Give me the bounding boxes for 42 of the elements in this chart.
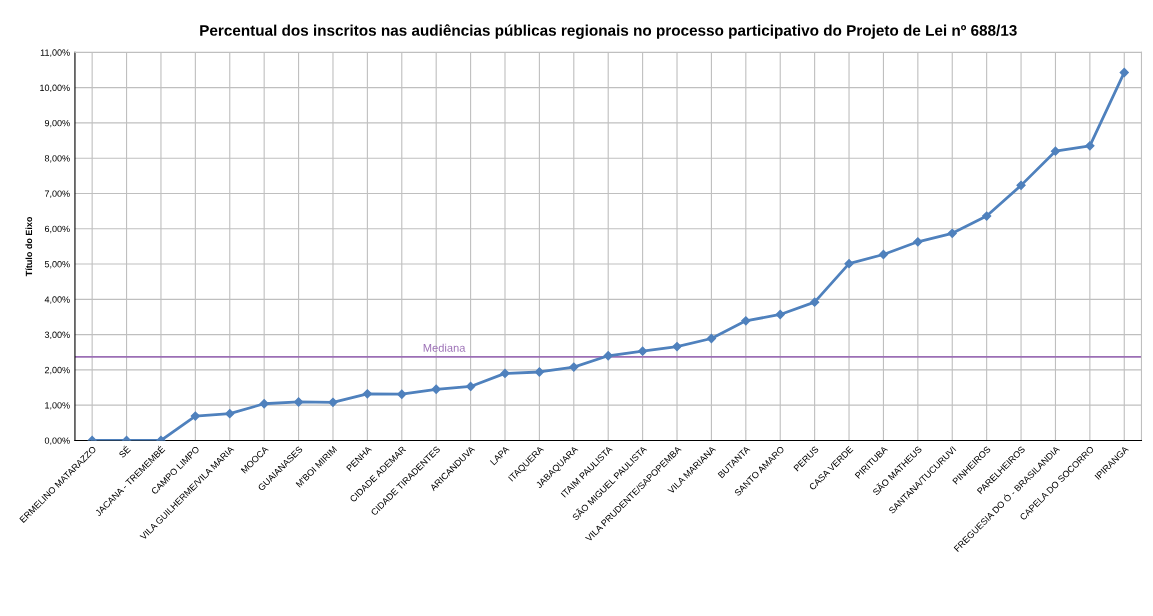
y-tick-label: 10,00% xyxy=(40,84,70,93)
point xyxy=(706,333,717,344)
point xyxy=(500,368,510,379)
y-axis-title: Título do Eixo xyxy=(25,216,33,277)
y-tick-label: 6,00% xyxy=(44,225,70,234)
point xyxy=(362,389,373,399)
point xyxy=(225,409,235,419)
point xyxy=(465,381,476,392)
point xyxy=(259,399,269,409)
point xyxy=(672,341,682,352)
point xyxy=(775,309,785,320)
point xyxy=(982,211,992,221)
point xyxy=(1119,67,1129,78)
y-tick-label: 3,00% xyxy=(44,331,70,340)
point xyxy=(569,362,579,372)
point xyxy=(397,389,407,399)
point xyxy=(1016,180,1026,190)
y-tick-label: 1,00% xyxy=(45,402,70,410)
y-tick-label: 0,00% xyxy=(44,437,70,445)
y-tick-label: 7,00% xyxy=(44,190,70,198)
point xyxy=(293,397,304,407)
point xyxy=(1050,146,1061,156)
point xyxy=(844,259,854,269)
y-tick-label: 5,00% xyxy=(44,261,70,269)
point xyxy=(603,351,613,361)
point xyxy=(1085,141,1095,151)
y-tick-label: 9,00% xyxy=(44,119,70,128)
point xyxy=(637,346,648,356)
point xyxy=(328,397,338,407)
point xyxy=(947,228,957,238)
point xyxy=(913,237,923,247)
point xyxy=(741,316,751,326)
point xyxy=(534,367,545,377)
point xyxy=(810,297,820,307)
ref-line-label: Mediana xyxy=(423,343,466,352)
point xyxy=(431,384,441,394)
y-tick-label: 8,00% xyxy=(44,155,70,163)
point xyxy=(190,411,200,421)
y-tick-label: 11,00% xyxy=(40,49,70,57)
y-tick-label: 2,00% xyxy=(44,366,70,375)
chart-title: Percentual dos inscritos nas audiências públicas regionais no processo participativo do Projeto de Lei nº 688/13 xyxy=(200,24,1017,39)
y-tick-label: 4,00% xyxy=(44,296,70,304)
